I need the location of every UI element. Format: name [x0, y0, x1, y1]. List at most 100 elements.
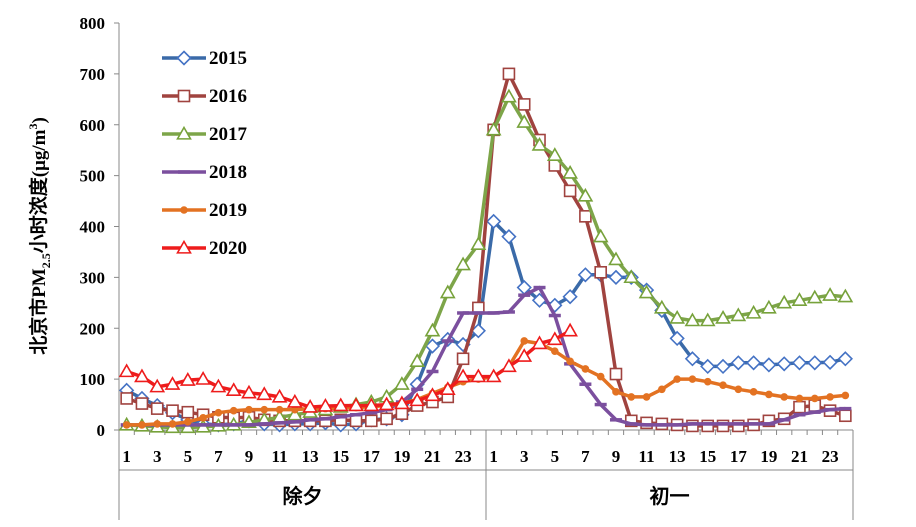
data-point — [225, 382, 242, 396]
data-point — [166, 404, 179, 417]
data-point — [395, 407, 409, 421]
legend: 2015 2016 2017 2018 2019 2020 — [162, 48, 248, 259]
data-point — [592, 228, 609, 243]
data-point — [642, 393, 651, 401]
data-point — [470, 236, 487, 250]
data-point — [608, 269, 624, 286]
legend-label: 2017 — [209, 124, 248, 145]
data-point — [715, 358, 731, 375]
data-point — [780, 393, 788, 401]
data-point — [623, 269, 640, 284]
data-point — [579, 210, 592, 223]
data-point — [826, 393, 834, 401]
data-point — [485, 121, 502, 136]
data-point — [199, 413, 207, 422]
x-tick-label: 3 — [153, 447, 162, 466]
svg-text:北京市PM2.5小时浓度(μg/m3): 北京市PM2.5小时浓度(μg/m3) — [26, 117, 53, 355]
data-point — [793, 400, 806, 414]
y-axis-label-sub: 2.5 — [39, 253, 53, 268]
data-point — [501, 229, 517, 245]
data-point — [822, 287, 838, 301]
data-point — [761, 299, 777, 314]
data-point — [275, 405, 284, 414]
data-point — [807, 355, 823, 371]
data-point — [531, 136, 548, 151]
data-point — [134, 368, 150, 383]
data-point — [135, 397, 149, 410]
data-point — [730, 307, 747, 322]
data-point — [562, 322, 578, 337]
data-point — [439, 381, 456, 395]
data-point — [363, 397, 380, 412]
x-tick-label: 3 — [520, 447, 529, 466]
data-point — [669, 330, 685, 347]
x-tick-label: 19 — [393, 447, 410, 466]
data-point — [791, 355, 808, 371]
data-point — [837, 351, 853, 367]
legend-item-2018: 2018 — [162, 162, 247, 183]
data-point — [638, 284, 655, 299]
data-point — [594, 265, 607, 279]
data-point — [149, 378, 166, 393]
x-tick-label: 11 — [272, 447, 288, 466]
data-point — [455, 256, 471, 271]
x-tick-label: 17 — [363, 447, 381, 466]
data-point — [716, 419, 730, 433]
data-point — [394, 376, 410, 390]
data-point — [164, 376, 181, 390]
data-point — [153, 420, 162, 428]
data-point — [177, 89, 191, 103]
x-tick-label: 17 — [730, 447, 748, 466]
legend-item-2017: 2017 — [162, 124, 248, 145]
y-tick-label: 0 — [97, 421, 106, 440]
y-axis-label: 北京市PM2.5小时浓度(μg/m3) — [26, 117, 53, 355]
data-point — [214, 408, 223, 417]
data-point — [701, 419, 715, 433]
legend-item-2020: 2020 — [162, 238, 247, 259]
x-tick-label: 7 — [214, 447, 223, 466]
data-point — [761, 357, 777, 373]
data-point — [581, 365, 590, 373]
x-tick-label: 23 — [822, 447, 839, 466]
x-group-label: 初一 — [650, 484, 690, 508]
data-point — [806, 289, 823, 304]
data-point — [181, 405, 195, 419]
data-point — [810, 394, 819, 403]
x-tick-label: 11 — [639, 447, 655, 466]
x-ticks: 1 3 5 7 9 11 13 15 17 19 21 23 1 3 5 7 9 11 13 15 17 19 21 23 — [118, 430, 854, 466]
data-point — [612, 388, 620, 396]
data-point — [456, 352, 470, 366]
data-point — [378, 396, 395, 411]
legend-label: 2019 — [209, 200, 247, 221]
data-point — [715, 309, 731, 324]
legend-label: 2020 — [209, 238, 247, 259]
data-point — [501, 88, 517, 103]
data-point — [700, 358, 716, 375]
legend-label: 2016 — [209, 86, 247, 107]
data-point — [776, 356, 792, 372]
series-2018 — [120, 285, 852, 427]
legend-item-2015: 2015 — [162, 48, 247, 69]
data-point — [791, 292, 808, 306]
x-tick-label: 15 — [699, 447, 716, 466]
data-point — [380, 412, 393, 426]
data-point — [332, 397, 349, 412]
data-point — [732, 419, 745, 433]
legend-item-2016: 2016 — [162, 86, 247, 107]
data-point — [455, 368, 471, 383]
data-point — [684, 351, 701, 367]
data-point — [176, 50, 192, 66]
legend-label: 2015 — [209, 48, 247, 69]
data-point — [176, 125, 192, 140]
data-point — [168, 420, 177, 428]
data-point — [596, 372, 605, 381]
data-point — [516, 348, 533, 362]
data-point — [260, 405, 269, 414]
y-axis-label-close: ) — [29, 117, 50, 123]
y-tick-label: 100 — [80, 370, 106, 389]
data-point — [286, 406, 303, 421]
data-point — [745, 304, 762, 319]
x-tick-label: 1 — [489, 447, 498, 466]
data-point — [563, 184, 577, 198]
